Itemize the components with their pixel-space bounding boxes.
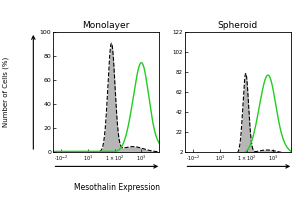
- Title: Monolayer: Monolayer: [82, 21, 129, 30]
- Text: Mesothalin Expression: Mesothalin Expression: [74, 184, 160, 192]
- Text: Number of Cells (%): Number of Cells (%): [3, 57, 9, 127]
- Title: Spheroid: Spheroid: [218, 21, 258, 30]
